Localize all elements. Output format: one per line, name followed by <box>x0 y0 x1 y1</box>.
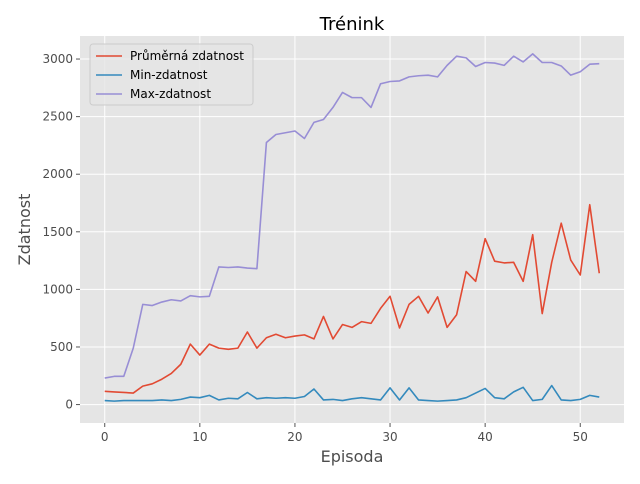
series-layer <box>104 53 601 402</box>
y-tick-label: 1500 <box>42 225 73 239</box>
x-tick-label: 20 <box>287 430 302 444</box>
y-tick-label: 0 <box>65 398 73 412</box>
series-line-0 <box>104 203 601 394</box>
y-tick-label: 3000 <box>42 52 73 66</box>
series-line-2 <box>104 53 600 379</box>
y-tick-label: 2500 <box>42 110 73 124</box>
x-tick-label: 0 <box>101 430 109 444</box>
legend-label-0: Průměrná zdatnost <box>130 49 244 63</box>
legend: Průměrná zdatnost Min-zdatnost Max-zdatnos… <box>89 43 254 106</box>
y-tick-label: 500 <box>50 340 73 354</box>
x-axis-label: Episoda <box>321 447 384 466</box>
y-tick-label: 2000 <box>42 167 73 181</box>
x-axis-ticks: 0 10 20 30 40 50 <box>101 423 588 444</box>
x-tick-label: 30 <box>382 430 397 444</box>
series-line-1 <box>104 384 600 402</box>
chart-title: Trénink <box>319 14 385 35</box>
x-tick-label: 50 <box>573 430 588 444</box>
legend-label-2: Max-zdatnost <box>130 87 211 101</box>
y-axis-label: Zdatnost <box>15 194 34 266</box>
x-tick-label: 40 <box>478 430 493 444</box>
y-tick-label: 1000 <box>42 282 73 296</box>
legend-label-1: Min-zdatnost <box>130 68 208 82</box>
legend-box <box>89 43 254 106</box>
y-axis-ticks: 0 500 1000 1500 2000 2500 3000 <box>42 52 80 412</box>
x-tick-label: 10 <box>192 430 207 444</box>
